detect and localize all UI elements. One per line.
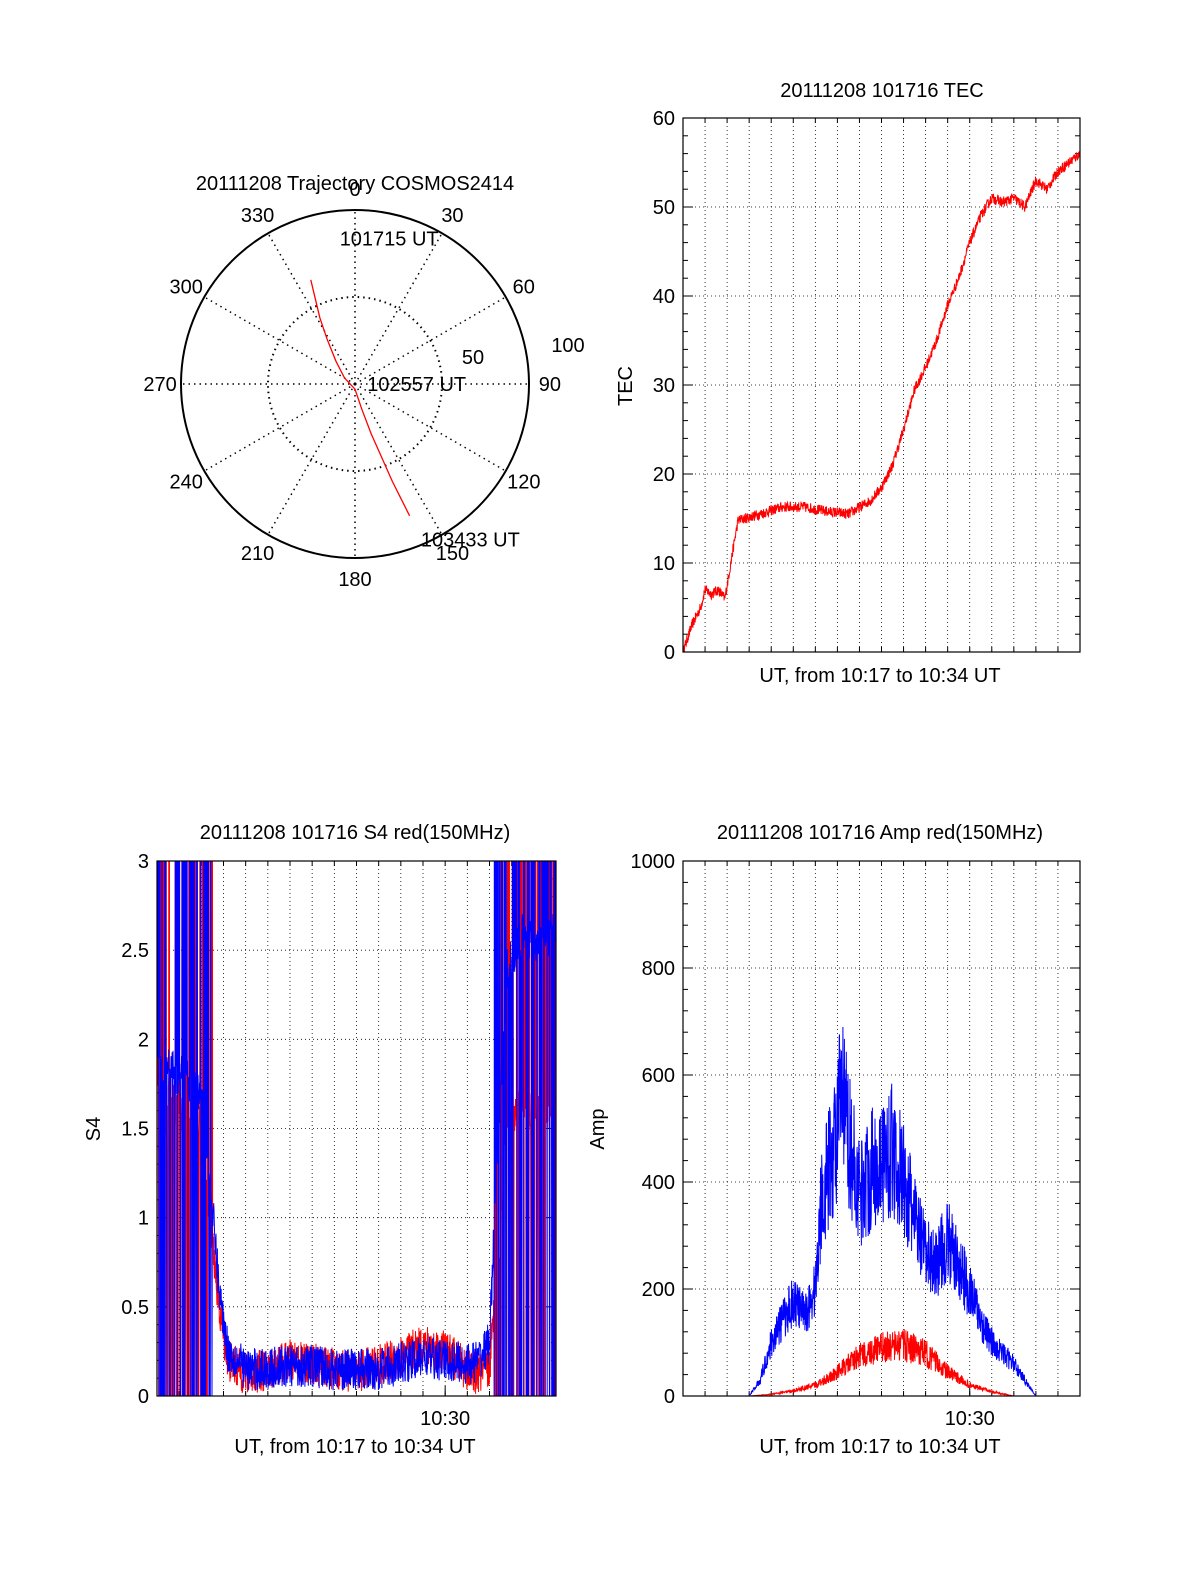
- s4-grid: [157, 861, 556, 1396]
- amp-frame: [682, 860, 1081, 1397]
- tec-ytick-label: 0: [664, 642, 675, 664]
- polar-radial-label-50: 50: [462, 347, 484, 369]
- amp-ylabel: Amp: [587, 1108, 609, 1149]
- polar-angle-label: 120: [507, 471, 540, 493]
- tec-yticks: 0 10 20 30 40 50 60: [653, 108, 1080, 664]
- trajectory-start-label: 101715 UT: [340, 229, 439, 251]
- trajectory-panel: 20111208 Trajectory COSMOS2414 0 30 60 90 12…: [143, 173, 584, 591]
- polar-angle-label: 210: [241, 543, 274, 565]
- polar-angle-label: 60: [513, 277, 535, 299]
- amp-panel: 20111208 101716 Amp red(150MHz) UT, from…: [587, 822, 1081, 1458]
- tec-series-TEC: [683, 150, 1080, 652]
- trajectory-end-label: 103433 UT: [421, 529, 520, 551]
- s4-panel: 20111208 101716 S4 red(150MHz) UT, from …: [83, 822, 557, 1458]
- tec-ytick-label: 50: [653, 197, 675, 219]
- tec-ytick-label: 20: [653, 464, 675, 486]
- polar-outer-circle: [180, 209, 530, 559]
- amp-ytick-label: 1000: [631, 851, 676, 873]
- trajectory-title: 20111208 Trajectory COSMOS2414: [196, 173, 514, 195]
- tec-ytick-label: 40: [653, 286, 675, 308]
- polar-angle-label: 180: [338, 569, 371, 591]
- s4-ytick-label: 1: [138, 1208, 149, 1230]
- tec-title: 20111208 101716 TEC: [780, 80, 984, 102]
- amp-ytick-label: 600: [642, 1065, 675, 1087]
- amp-grid: [683, 861, 1080, 1396]
- tec-xlabel: UT, from 10:17 to 10:34 UT: [759, 665, 1000, 687]
- polar-spoke: [203, 296, 356, 385]
- polar-spoke: [267, 383, 356, 536]
- polar-spoke: [203, 383, 356, 472]
- tec-ytick-label: 30: [653, 375, 675, 397]
- amp-series-red: [683, 1329, 1080, 1396]
- tec-ylabel: TEC: [615, 366, 637, 406]
- amp-ytick-label: 400: [642, 1172, 675, 1194]
- polar-angle-label: 150: [436, 543, 469, 565]
- amp-xtick-label: 10:30: [945, 1408, 995, 1430]
- tec-grid: [683, 118, 1080, 652]
- amp-ytick-label: 0: [664, 1386, 675, 1408]
- s4-ytick-label: 0.5: [121, 1297, 149, 1319]
- polar-angle-label: 270: [143, 374, 176, 396]
- s4-frame: [156, 860, 557, 1397]
- s4-ytick-label: 2.5: [121, 940, 149, 962]
- polar-spoke: [354, 383, 443, 536]
- polar-angle-labels: 0 30 60 90 120 150 180 210 240 270 300 330: [143, 179, 561, 591]
- polar-angle-label: 330: [241, 205, 274, 227]
- polar-angle-label: 30: [441, 205, 463, 227]
- amp-yticks: 0 200 400 600 800 1000 10:30: [631, 851, 1080, 1430]
- s4-series-blue: [157, 861, 556, 1396]
- polar-radial-label-100: 100: [551, 335, 584, 357]
- trajectory-mid-label: 102557 UT: [367, 374, 466, 396]
- polar-angle-label: 90: [539, 374, 561, 396]
- polar-inner-circle: [267, 296, 443, 472]
- s4-ytick-label: 0: [138, 1386, 149, 1408]
- trajectory-track: [310, 279, 411, 517]
- tec-panel: 20111208 101716 TEC UT, from 10:17 to 10…: [615, 80, 1081, 687]
- s4-ytick-label: 1.5: [121, 1119, 149, 1141]
- s4-xlabel: UT, from 10:17 to 10:34 UT: [234, 1436, 475, 1458]
- polar-spoke: [354, 232, 443, 385]
- s4-title: 20111208 101716 S4 red(150MHz): [200, 822, 511, 844]
- amp-title: 20111208 101716 Amp red(150MHz): [717, 822, 1043, 844]
- polar-angle-label: 300: [170, 277, 203, 299]
- polar-spoke: [354, 296, 507, 385]
- amp-series-group: [683, 1026, 1080, 1396]
- polar-grid: [181, 210, 529, 558]
- s4-ytick-label: 2: [138, 1029, 149, 1051]
- s4-ylabel: S4: [83, 1117, 105, 1141]
- polar-angle-label: 0: [349, 179, 360, 201]
- tec-ytick-label: 10: [653, 553, 675, 575]
- tec-series-group: [683, 150, 1080, 652]
- amp-ytick-label: 800: [642, 958, 675, 980]
- amp-xlabel: UT, from 10:17 to 10:34 UT: [759, 1436, 1000, 1458]
- polar-spoke: [267, 232, 356, 385]
- tec-ytick-label: 60: [653, 108, 675, 130]
- tec-frame: [682, 117, 1081, 653]
- s4-series-group: [157, 861, 556, 1396]
- s4-ytick-label: 3: [138, 851, 149, 873]
- s4-xtick-label: 10:30: [420, 1408, 470, 1430]
- polar-spoke: [354, 383, 507, 472]
- amp-ytick-label: 200: [642, 1279, 675, 1301]
- polar-angle-label: 240: [170, 471, 203, 493]
